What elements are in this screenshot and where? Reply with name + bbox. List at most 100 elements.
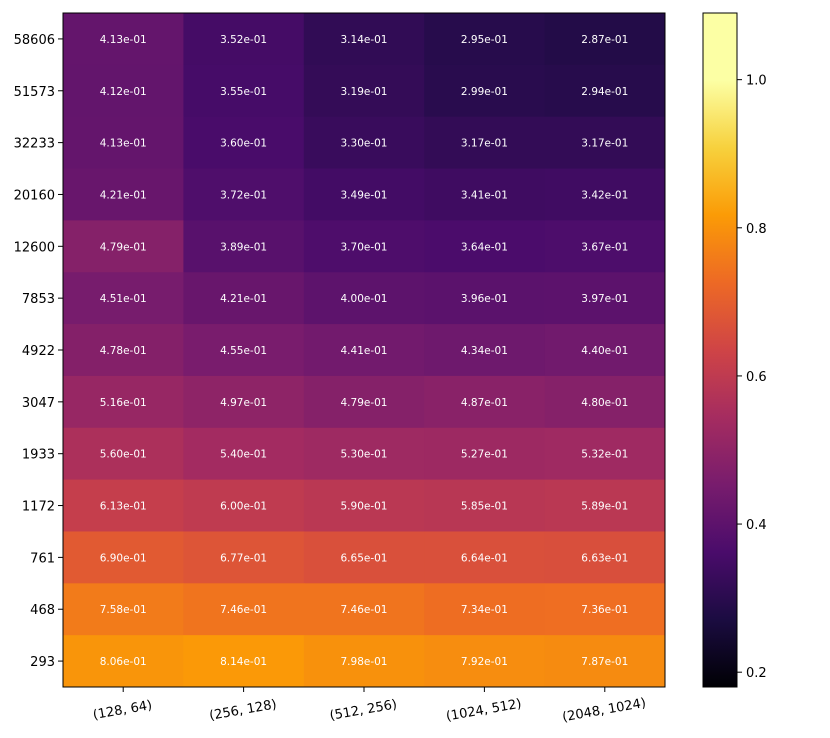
cell-value-label: 4.78e-01	[100, 345, 147, 357]
cell-value-label: 4.12e-01	[100, 86, 147, 98]
y-tick-label: 12600	[14, 240, 55, 255]
cell-value-label: 3.60e-01	[220, 138, 267, 150]
heatmap-cell	[63, 635, 184, 688]
cell-value-label: 2.87e-01	[581, 34, 628, 46]
cell-value-label: 3.17e-01	[461, 138, 508, 150]
cell-value-label: 3.52e-01	[220, 34, 267, 46]
cell-value-label: 2.95e-01	[461, 34, 508, 46]
heatmap-cell	[63, 272, 184, 325]
heatmap-cell	[424, 635, 546, 688]
heatmap-cell	[424, 583, 546, 636]
cell-value-label: 3.96e-01	[461, 293, 508, 305]
heatmap-cell	[303, 324, 425, 377]
heatmap-cell	[183, 479, 305, 532]
cell-value-label: 4.13e-01	[100, 138, 147, 150]
heatmap-cell	[544, 116, 666, 170]
heatmap-cell	[544, 375, 666, 429]
heatmap-cell	[183, 13, 305, 66]
heatmap-cell	[303, 64, 425, 118]
cell-value-label: 8.14e-01	[220, 656, 267, 668]
heatmap-cell	[183, 116, 305, 170]
x-tick-label: (512, 256)	[329, 697, 399, 724]
heatmap-cell	[183, 531, 305, 584]
colorbar-gradient	[702, 12, 738, 688]
heatmap-cell	[303, 583, 425, 636]
cell-value-label: 3.41e-01	[461, 189, 508, 201]
heatmap-cell	[183, 324, 305, 377]
cell-value-label: 5.85e-01	[461, 501, 508, 513]
heatmap-cell	[424, 168, 546, 221]
cell-value-label: 4.79e-01	[100, 241, 147, 253]
cell-value-label: 4.40e-01	[581, 345, 628, 357]
cell-value-label: 4.87e-01	[461, 397, 508, 409]
cell-value-label: 3.55e-01	[220, 86, 267, 98]
y-tick-label: 51573	[14, 85, 55, 100]
cell-value-label: 5.32e-01	[581, 449, 628, 461]
cell-value-label: 4.00e-01	[341, 293, 388, 305]
y-tick-label: 468	[30, 603, 55, 618]
heatmap-cell	[424, 375, 546, 429]
cell-value-label: 5.89e-01	[581, 501, 628, 513]
heatmap-cell	[63, 479, 184, 532]
y-tick-label: 58606	[14, 33, 55, 48]
y-tick-label: 3047	[22, 396, 55, 411]
cell-value-label: 5.90e-01	[341, 501, 388, 513]
cell-value-label: 7.46e-01	[220, 604, 267, 616]
cell-value-label: 4.51e-01	[100, 293, 147, 305]
heatmap-cell	[63, 324, 184, 377]
cell-value-label: 3.72e-01	[220, 189, 267, 201]
cell-value-label: 5.16e-01	[100, 397, 147, 409]
x-tick-label: (1024, 512)	[445, 697, 523, 725]
heatmap-cell	[63, 116, 184, 170]
cell-value-label: 4.80e-01	[581, 397, 628, 409]
heatmap-cell	[544, 64, 666, 118]
cell-value-label: 3.30e-01	[341, 138, 388, 150]
heatmap-cell	[544, 168, 666, 221]
heatmap-cell	[63, 583, 184, 636]
colorbar-tick-label: 1.0	[746, 74, 767, 89]
heatmap-cell	[544, 479, 666, 532]
heatmap-cell	[544, 220, 666, 273]
cell-value-label: 5.60e-01	[100, 449, 147, 461]
cell-value-label: 2.94e-01	[581, 86, 628, 98]
heatmap-cell	[303, 531, 425, 584]
heatmap-cell	[544, 272, 666, 325]
y-tick-label: 1933	[22, 448, 55, 463]
colorbar-tick-label: 0.4	[746, 518, 767, 533]
heatmap-cell	[424, 427, 546, 481]
cell-value-label: 3.14e-01	[341, 34, 388, 46]
cell-value-label: 6.65e-01	[341, 552, 388, 564]
cell-value-label: 3.49e-01	[341, 189, 388, 201]
heatmap-cell	[183, 220, 305, 273]
cell-value-label: 6.77e-01	[220, 552, 267, 564]
heatmap-cell	[183, 583, 305, 636]
cell-value-label: 3.42e-01	[581, 189, 628, 201]
heatmap-cell	[303, 168, 425, 221]
y-tick-label: 20160	[14, 188, 55, 203]
cell-value-label: 4.21e-01	[220, 293, 267, 305]
cell-value-label: 7.98e-01	[341, 656, 388, 668]
heatmap-cell	[63, 168, 184, 221]
x-tick-label: (2048, 1024)	[561, 696, 647, 725]
heatmap-cell	[183, 427, 305, 481]
heatmap-cell	[303, 375, 425, 429]
heatmap-cell	[183, 635, 305, 688]
colorbar-tick-label: 0.6	[746, 370, 767, 385]
heatmap-cell	[544, 635, 666, 688]
cell-value-label: 4.79e-01	[341, 397, 388, 409]
cell-value-label: 3.64e-01	[461, 241, 508, 253]
colorbar: 0.2 0.4 0.6 0.8 1.0	[702, 12, 767, 688]
heatmap-cell	[183, 64, 305, 118]
y-axis: 58606 51573 32233 20160 12600 7853 4922 3047 193…	[14, 33, 63, 670]
heatmap-cell	[303, 272, 425, 325]
heatmap-cell	[303, 427, 425, 481]
heatmap-cell	[544, 324, 666, 377]
cell-value-label: 6.90e-01	[100, 552, 147, 564]
cell-value-label: 7.36e-01	[581, 604, 628, 616]
cell-value-label: 5.27e-01	[461, 449, 508, 461]
colorbar-tick-label: 0.8	[746, 222, 767, 237]
heatmap-cell	[63, 375, 184, 429]
cell-value-label: 6.00e-01	[220, 501, 267, 513]
cell-value-label: 5.30e-01	[341, 449, 388, 461]
x-axis: (128, 64) (256, 128) (512, 256) (1024, 512)…	[92, 687, 647, 725]
